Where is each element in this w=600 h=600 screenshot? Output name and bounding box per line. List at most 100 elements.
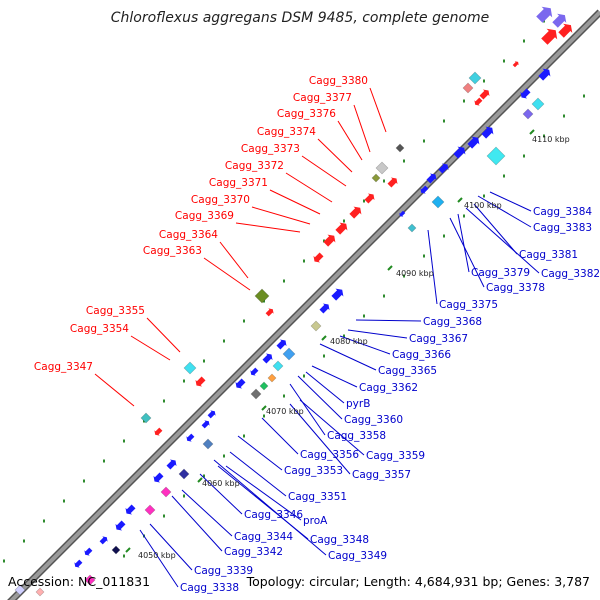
tick-dot — [563, 114, 565, 118]
gene-label-cagg-3364: Cagg_3364 — [159, 229, 218, 241]
connector-line — [251, 206, 311, 225]
connector-line — [199, 473, 243, 515]
gene-box — [160, 486, 172, 498]
tick-dot — [123, 554, 125, 558]
gene-label-cagg-3380: Cagg_3380 — [309, 75, 368, 87]
gene-box — [84, 574, 96, 586]
gene-arrow — [84, 547, 93, 556]
gene-label-cagg-3356: Cagg_3356 — [300, 449, 359, 461]
connector-line — [171, 495, 223, 552]
connector-line — [203, 257, 251, 291]
connector-line — [449, 217, 485, 288]
gene-label-cagg-3354: Cagg_3354 — [70, 323, 129, 335]
gene-arrow — [262, 353, 273, 364]
tick-dot — [303, 259, 305, 263]
gene-arrow — [276, 339, 287, 350]
gene-label-cagg-3347: Cagg_3347 — [34, 361, 93, 373]
connector-line — [130, 335, 171, 361]
connector-line — [473, 203, 518, 255]
gene-labels: Cagg_3380 Cagg_3377 Cagg_3376 Cagg_3374 Cagg… — [34, 75, 600, 594]
gene-box — [522, 108, 534, 120]
gene-box — [272, 360, 284, 372]
tick-dot — [203, 474, 205, 478]
connector-line — [337, 120, 363, 161]
tick-dot — [323, 354, 325, 358]
gene-arrow — [481, 126, 494, 139]
tick-dot — [83, 479, 85, 483]
gene-label-cagg-3382: Cagg_3382 — [541, 268, 600, 280]
gene-label-cagg-3374: Cagg_3374 — [257, 126, 316, 138]
connector-line — [181, 489, 233, 537]
connector-line — [317, 138, 353, 173]
gene-label-cagg-3376: Cagg_3376 — [277, 108, 336, 120]
connector-line — [219, 241, 249, 279]
gene-label-cagg-3360: Cagg_3360 — [344, 414, 403, 426]
tick-dot — [443, 234, 445, 238]
connector-line — [299, 399, 365, 456]
gene-label-cagg-3368: Cagg_3368 — [423, 316, 482, 328]
gene-box — [202, 438, 214, 450]
gene-arrow — [250, 367, 259, 376]
gene-arrow — [319, 303, 330, 314]
tick-dot — [583, 94, 585, 98]
gene-label-cagg-3338: Cagg_3338 — [180, 582, 239, 594]
gene-label-cagg-3375: Cagg_3375 — [439, 299, 498, 311]
gene-arrow — [349, 206, 362, 219]
gene-label-cagg-3362: Cagg_3362 — [359, 382, 418, 394]
gene-box — [462, 82, 474, 94]
gene-label-cagg-3370: Cagg_3370 — [191, 194, 250, 206]
gene-arrow — [552, 13, 567, 28]
gene-arrow — [558, 23, 573, 38]
connector-line — [369, 87, 387, 133]
connector-line — [465, 207, 540, 274]
tick-mark — [529, 129, 535, 135]
connector-line — [237, 435, 283, 471]
gene-box — [144, 504, 156, 516]
gene-arrow — [313, 252, 324, 263]
gene-arrow — [520, 88, 531, 99]
gene-arrow — [453, 146, 466, 159]
connector-line — [305, 371, 345, 404]
connector-line — [289, 383, 326, 436]
gene-box — [431, 195, 445, 209]
tick-dot — [483, 79, 485, 83]
gene-arrow — [536, 6, 553, 23]
gene-arrow — [235, 378, 246, 389]
gene-arrow — [438, 163, 449, 174]
tick-label: 4110 kbp — [532, 135, 570, 144]
tick-label: 4050 kbp — [138, 551, 176, 560]
connector-line — [229, 451, 287, 497]
gene-arrow — [166, 459, 177, 470]
connector-line — [94, 373, 135, 407]
tick-dot — [383, 294, 385, 298]
gene-box — [486, 146, 506, 166]
connector-line — [311, 365, 358, 388]
connector-line — [146, 317, 181, 353]
gene-arrow — [335, 222, 348, 235]
tick-dot — [263, 414, 265, 418]
connector-line — [213, 459, 327, 556]
connector-line — [139, 529, 179, 588]
gene-arrow — [538, 68, 551, 81]
gene-label-cagg-3355: Cagg_3355 — [86, 305, 145, 317]
gene-label-pyrb: pyrB — [346, 398, 370, 410]
gene-arrow — [207, 410, 216, 419]
tick-dot — [103, 459, 105, 463]
connector-line — [339, 335, 391, 355]
gene-features — [14, 6, 573, 597]
label-connectors — [94, 87, 540, 588]
tick-label: 4100 kbp — [464, 201, 502, 210]
map-title: Chloroflexus aggregans DSM 9485, complet… — [111, 10, 490, 26]
connector-line — [261, 417, 299, 455]
tick-mark — [321, 335, 327, 341]
connector-line — [225, 465, 302, 521]
gene-arrow — [265, 308, 274, 317]
tick-dot — [123, 439, 125, 443]
gene-label-cagg-3365: Cagg_3365 — [378, 365, 437, 377]
tick-dot — [423, 139, 425, 143]
gene-label-cagg-3379: Cagg_3379 — [471, 267, 530, 279]
connector-line — [297, 375, 343, 420]
connector-line — [289, 403, 351, 475]
tick-mark — [457, 197, 463, 203]
gene-box — [250, 388, 262, 400]
